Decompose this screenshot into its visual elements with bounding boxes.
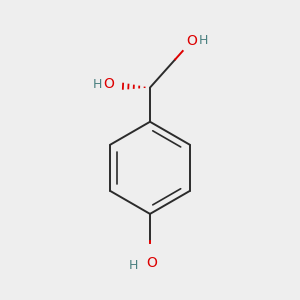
Text: O: O <box>103 77 115 91</box>
Text: O: O <box>146 256 157 269</box>
Text: O: O <box>186 34 197 48</box>
Text: H: H <box>129 260 138 272</box>
Text: H: H <box>93 77 102 91</box>
Text: H: H <box>199 34 208 47</box>
